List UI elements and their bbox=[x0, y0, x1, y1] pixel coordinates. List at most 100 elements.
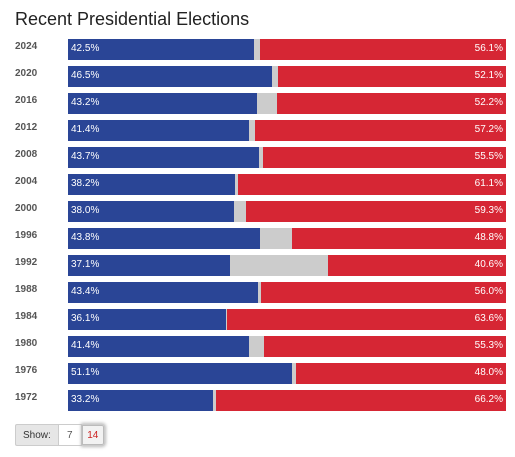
rep-share-label: 63.6% bbox=[474, 313, 503, 324]
rep-segment: 61.1% bbox=[238, 174, 506, 195]
election-row: 1976 51.1% 48.0% bbox=[0, 363, 515, 390]
election-year: 1992 bbox=[15, 257, 38, 268]
dem-segment: 37.1% bbox=[68, 255, 231, 276]
election-year: 1980 bbox=[15, 338, 38, 349]
result-bar: 46.5% 52.1% bbox=[68, 66, 506, 87]
dem-share-label: 46.5% bbox=[71, 70, 100, 81]
result-bar: 41.4% 55.3% bbox=[68, 336, 506, 357]
rep-share-label: 56.1% bbox=[474, 43, 503, 54]
rep-share-label: 40.6% bbox=[474, 259, 503, 270]
show-count-selector: Show: 7 14 bbox=[15, 424, 105, 446]
show-7-button[interactable]: 7 bbox=[57, 424, 82, 446]
election-row: 1988 43.4% 56.0% bbox=[0, 282, 515, 309]
dem-share-label: 43.4% bbox=[71, 286, 100, 297]
dem-share-label: 43.8% bbox=[71, 232, 100, 243]
rep-share-label: 57.2% bbox=[474, 124, 503, 135]
election-row: 2012 41.4% 57.2% bbox=[0, 120, 515, 147]
rep-segment: 57.2% bbox=[255, 120, 506, 141]
dem-segment: 43.8% bbox=[68, 228, 260, 249]
rep-segment: 48.0% bbox=[295, 363, 506, 384]
election-year: 2000 bbox=[15, 203, 38, 214]
election-year: 1996 bbox=[15, 230, 38, 241]
election-row: 2004 38.2% 61.1% bbox=[0, 174, 515, 201]
election-row: 1996 43.8% 48.8% bbox=[0, 228, 515, 255]
dem-segment: 43.7% bbox=[68, 147, 260, 168]
dem-segment: 41.4% bbox=[68, 336, 250, 357]
result-bar: 51.1% 48.0% bbox=[68, 363, 506, 384]
election-year: 1984 bbox=[15, 311, 38, 322]
result-bar: 43.4% 56.0% bbox=[68, 282, 506, 303]
dem-share-label: 33.2% bbox=[71, 394, 100, 405]
rep-segment: 59.3% bbox=[246, 201, 506, 222]
election-year: 2012 bbox=[15, 122, 38, 133]
dem-share-label: 36.1% bbox=[71, 313, 100, 324]
rep-share-label: 55.5% bbox=[474, 151, 503, 162]
dem-share-label: 43.7% bbox=[71, 151, 100, 162]
dem-segment: 46.5% bbox=[68, 66, 272, 87]
rep-segment: 66.2% bbox=[216, 390, 506, 411]
dem-segment: 51.1% bbox=[68, 363, 292, 384]
rep-share-label: 66.2% bbox=[474, 394, 503, 405]
dem-share-label: 38.0% bbox=[71, 205, 100, 216]
dem-share-label: 37.1% bbox=[71, 259, 100, 270]
election-row: 1980 41.4% 55.3% bbox=[0, 336, 515, 363]
dem-share-label: 43.2% bbox=[71, 97, 100, 108]
dem-share-label: 51.1% bbox=[71, 367, 100, 378]
election-row: 1984 36.1% 63.6% bbox=[0, 309, 515, 336]
rep-segment: 40.6% bbox=[328, 255, 506, 276]
result-bar: 33.2% 66.2% bbox=[68, 390, 506, 411]
result-bar: 42.5% 56.1% bbox=[68, 39, 506, 60]
dem-segment: 43.2% bbox=[68, 93, 258, 114]
dem-segment: 43.4% bbox=[68, 282, 259, 303]
show-14-button[interactable]: 14 bbox=[81, 424, 105, 446]
rep-segment: 55.3% bbox=[263, 336, 506, 357]
dem-segment: 41.4% bbox=[68, 120, 250, 141]
election-row: 2008 43.7% 55.5% bbox=[0, 147, 515, 174]
rep-segment: 63.6% bbox=[227, 309, 506, 330]
election-year: 2024 bbox=[15, 41, 38, 52]
result-bar: 41.4% 57.2% bbox=[68, 120, 506, 141]
election-list: 2024 42.5% 56.1% 2020 46.5% 52.1% 2016 4… bbox=[0, 39, 515, 417]
election-year: 1972 bbox=[15, 392, 38, 403]
show-label: Show: bbox=[15, 424, 58, 446]
other-segment bbox=[234, 201, 246, 222]
election-row: 1972 33.2% 66.2% bbox=[0, 390, 515, 417]
dem-segment: 36.1% bbox=[68, 309, 227, 330]
rep-segment: 52.2% bbox=[277, 93, 506, 114]
rep-segment: 55.5% bbox=[262, 147, 506, 168]
other-segment bbox=[230, 255, 328, 276]
dem-share-label: 38.2% bbox=[71, 178, 100, 189]
other-segment bbox=[257, 93, 277, 114]
result-bar: 36.1% 63.6% bbox=[68, 309, 506, 330]
election-row: 2016 43.2% 52.2% bbox=[0, 93, 515, 120]
election-row: 2000 38.0% 59.3% bbox=[0, 201, 515, 228]
rep-share-label: 59.3% bbox=[474, 205, 503, 216]
rep-share-label: 48.8% bbox=[474, 232, 503, 243]
dem-share-label: 42.5% bbox=[71, 43, 100, 54]
rep-share-label: 48.0% bbox=[474, 367, 503, 378]
dem-segment: 38.2% bbox=[68, 174, 236, 195]
rep-share-label: 56.0% bbox=[474, 286, 503, 297]
election-row: 2020 46.5% 52.1% bbox=[0, 66, 515, 93]
result-bar: 38.2% 61.1% bbox=[68, 174, 506, 195]
result-bar: 43.7% 55.5% bbox=[68, 147, 506, 168]
election-year: 1988 bbox=[15, 284, 38, 295]
result-bar: 37.1% 40.6% bbox=[68, 255, 506, 276]
rep-segment: 48.8% bbox=[292, 228, 506, 249]
election-year: 2020 bbox=[15, 68, 38, 79]
dem-segment: 42.5% bbox=[68, 39, 255, 60]
page-title: Recent Presidential Elections bbox=[15, 9, 250, 29]
rep-segment: 56.1% bbox=[260, 39, 506, 60]
rep-share-label: 52.2% bbox=[474, 97, 503, 108]
election-row: 1992 37.1% 40.6% bbox=[0, 255, 515, 282]
dem-share-label: 41.4% bbox=[71, 124, 100, 135]
rep-share-label: 55.3% bbox=[474, 340, 503, 351]
result-bar: 38.0% 59.3% bbox=[68, 201, 506, 222]
rep-share-label: 61.1% bbox=[474, 178, 503, 189]
dem-share-label: 41.4% bbox=[71, 340, 100, 351]
dem-segment: 33.2% bbox=[68, 390, 214, 411]
rep-share-label: 52.1% bbox=[474, 70, 503, 81]
election-year: 2008 bbox=[15, 149, 38, 160]
election-year: 1976 bbox=[15, 365, 38, 376]
rep-segment: 56.0% bbox=[260, 282, 506, 303]
